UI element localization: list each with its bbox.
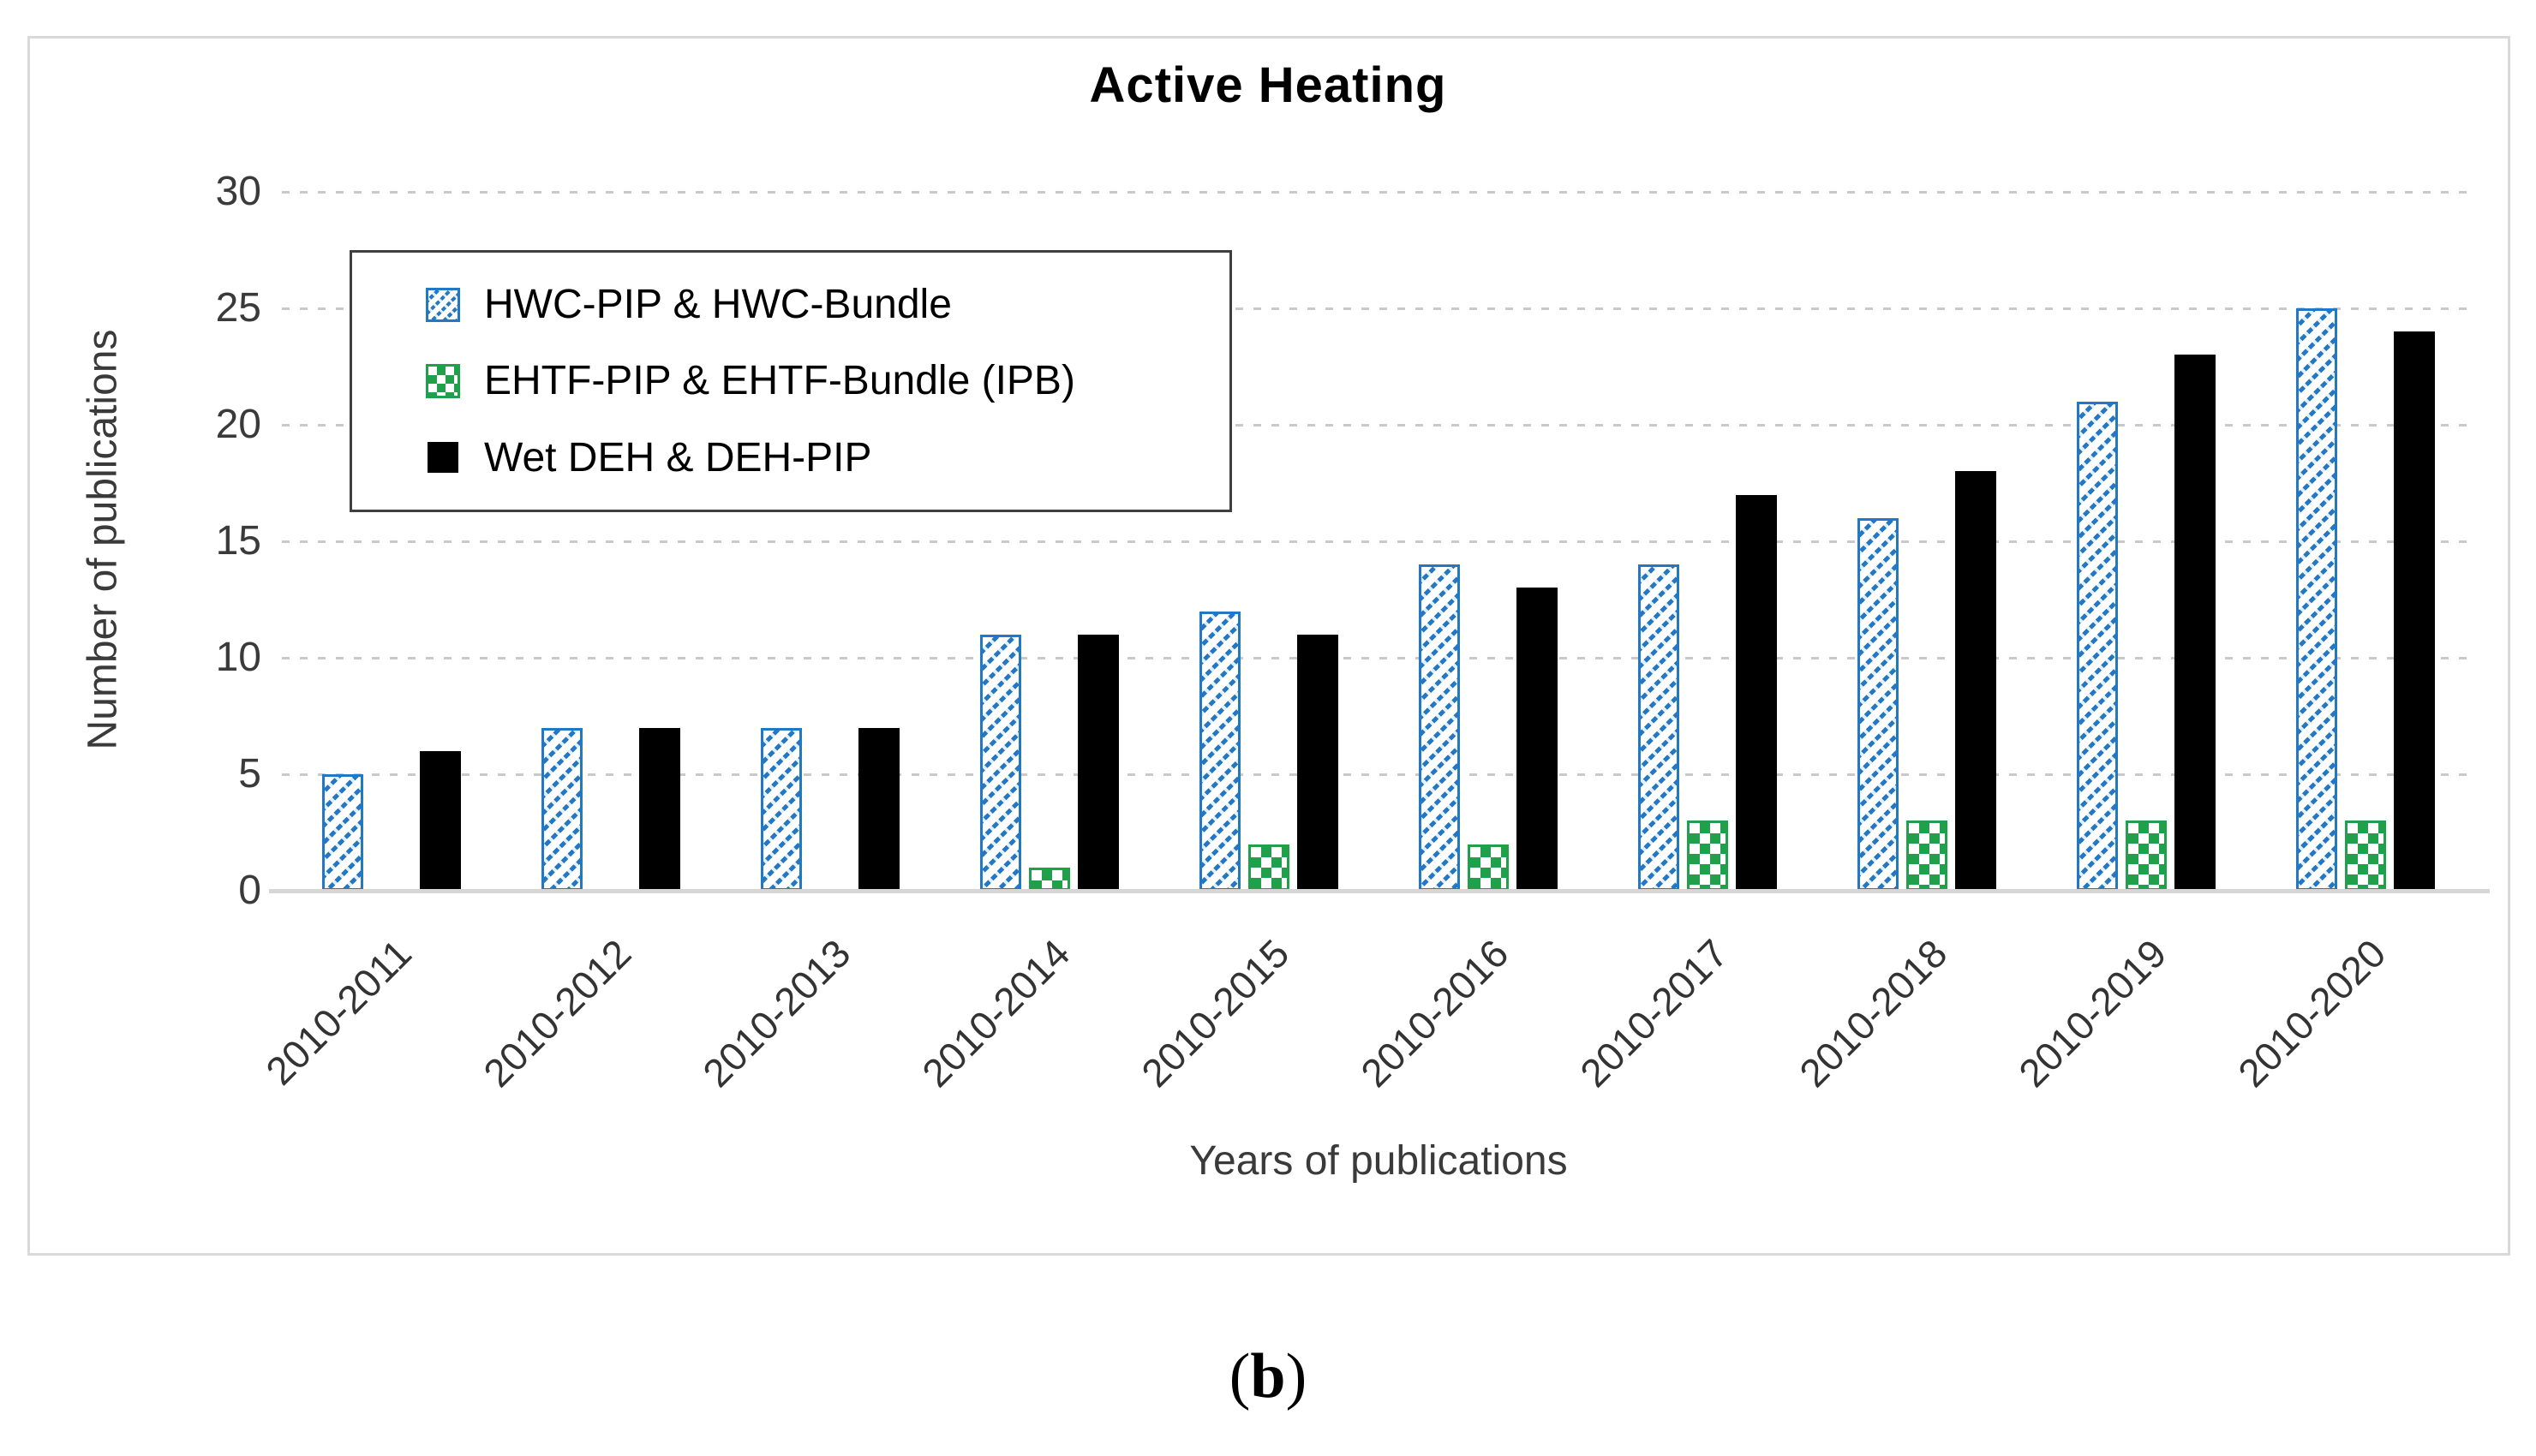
bar-ehtf-2010-2017 xyxy=(1687,820,1728,891)
bar-group-2010-2014 xyxy=(940,192,1159,891)
legend-marker-ehtf-icon xyxy=(426,363,460,398)
bar-group-2010-2011 xyxy=(282,192,501,891)
gridline-25 xyxy=(282,307,2475,310)
bar-group-2010-2015 xyxy=(1159,192,1379,891)
bar-deh-2010-2016 xyxy=(1516,588,1558,891)
legend-item-hwc: HWC-PIP & HWC-Bundle xyxy=(426,281,1212,328)
gridline-15 xyxy=(282,540,2475,543)
x-tick-cell-2010-2013: 2010-2013 xyxy=(694,892,940,1115)
y-tick-20: 20 xyxy=(215,402,261,447)
y-tick-25: 25 xyxy=(215,285,261,331)
legend-label-deh: Wet DEH & DEH-PIP xyxy=(484,434,872,480)
x-tick-cell-2010-2018: 2010-2018 xyxy=(1791,892,2037,1115)
legend-label-hwc: HWC-PIP & HWC-Bundle xyxy=(484,282,952,328)
x-tick-cell-2010-2012: 2010-2012 xyxy=(475,892,721,1115)
bar-hwc-2010-2017 xyxy=(1638,564,1679,891)
caption-letter: b xyxy=(1250,1341,1286,1411)
legend-marker-hwc-icon xyxy=(426,287,460,322)
legend-item-deh: Wet DEH & DEH-PIP xyxy=(426,434,1212,481)
y-tick-10: 10 xyxy=(215,635,261,680)
gridline-5 xyxy=(282,773,2475,776)
legend-marker-deh-icon xyxy=(428,442,458,474)
x-tick-label-2010-2011: 2010-2011 xyxy=(257,930,421,1094)
bar-hwc-2010-2015 xyxy=(1199,612,1241,891)
bar-deh-2010-2014 xyxy=(1078,635,1119,891)
bar-groups xyxy=(282,192,2475,891)
chart-title: Active Heating xyxy=(1089,57,1447,113)
figure-caption: (b) xyxy=(0,1340,2536,1413)
bar-hwc-2010-2011 xyxy=(322,774,363,891)
bar-deh-2010-2015 xyxy=(1297,635,1338,891)
bar-group-2010-2017 xyxy=(1598,192,1817,891)
bar-hwc-2010-2019 xyxy=(2077,402,2118,891)
legend-box: HWC-PIP & HWC-Bundle EHTF-PIP & EHTF-Bund… xyxy=(350,250,1232,512)
x-tick-cell-2010-2016: 2010-2016 xyxy=(1352,892,1598,1115)
bar-hwc-2010-2020 xyxy=(2296,308,2337,891)
x-tick-cell-2010-2017: 2010-2017 xyxy=(1571,892,1817,1115)
y-tick-15: 15 xyxy=(215,518,261,564)
bar-ehtf-2010-2014 xyxy=(1029,868,1070,891)
x-axis-tick-labels: 2010-2011 2010-2012 2010-2013 2010-2014 2010… xyxy=(258,892,2475,1115)
bar-ehtf-2010-2020 xyxy=(2345,820,2386,891)
bar-deh-2010-2017 xyxy=(1736,495,1777,891)
x-tick-cell-2010-2019: 2010-2019 xyxy=(2010,892,2256,1115)
bar-hwc-2010-2013 xyxy=(761,728,802,891)
y-tick-0: 0 xyxy=(238,868,261,913)
bar-deh-2010-2018 xyxy=(1955,471,1996,891)
gridline-10 xyxy=(282,657,2475,659)
legend-label-ehtf: EHTF-PIP & EHTF-Bundle (IPB) xyxy=(484,358,1075,404)
bar-group-2010-2013 xyxy=(721,192,940,891)
gridline-20 xyxy=(282,424,2475,427)
bar-group-2010-2012 xyxy=(501,192,721,891)
plot-area xyxy=(282,191,2475,891)
x-tick-cell-2010-2015: 2010-2015 xyxy=(1133,892,1379,1115)
x-axis-line xyxy=(269,889,2490,893)
bar-ehtf-2010-2019 xyxy=(2126,820,2167,891)
legend-item-ehtf: EHTF-PIP & EHTF-Bundle (IPB) xyxy=(426,357,1212,404)
caption-paren-open: ( xyxy=(1229,1341,1251,1411)
bar-deh-2010-2011 xyxy=(420,751,461,891)
bar-group-2010-2018 xyxy=(1817,192,2037,891)
caption-paren-close: ) xyxy=(1285,1341,1307,1411)
bar-deh-2010-2012 xyxy=(639,728,680,891)
bar-group-2010-2019 xyxy=(2037,192,2256,891)
bar-hwc-2010-2018 xyxy=(1857,518,1899,891)
bar-deh-2010-2020 xyxy=(2394,331,2435,891)
y-tick-5: 5 xyxy=(238,751,261,797)
bar-deh-2010-2019 xyxy=(2174,355,2216,891)
bar-hwc-2010-2014 xyxy=(980,635,1021,891)
gridline-30 xyxy=(282,191,2475,194)
bar-ehtf-2010-2016 xyxy=(1468,844,1509,891)
bar-hwc-2010-2012 xyxy=(541,728,583,891)
x-tick-cell-2010-2011: 2010-2011 xyxy=(258,892,501,1115)
bar-group-2010-2020 xyxy=(2256,192,2475,891)
bar-group-2010-2016 xyxy=(1379,192,1598,891)
bar-ehtf-2010-2015 xyxy=(1248,844,1289,891)
bar-ehtf-2010-2018 xyxy=(1906,820,1947,891)
x-axis-title: Years of publications xyxy=(1189,1138,1568,1184)
x-tick-cell-2010-2014: 2010-2014 xyxy=(913,892,1159,1115)
bar-hwc-2010-2016 xyxy=(1419,564,1460,891)
bar-deh-2010-2013 xyxy=(858,728,900,891)
x-tick-cell-2010-2020: 2010-2020 xyxy=(2229,892,2475,1115)
y-tick-30: 30 xyxy=(215,169,261,214)
